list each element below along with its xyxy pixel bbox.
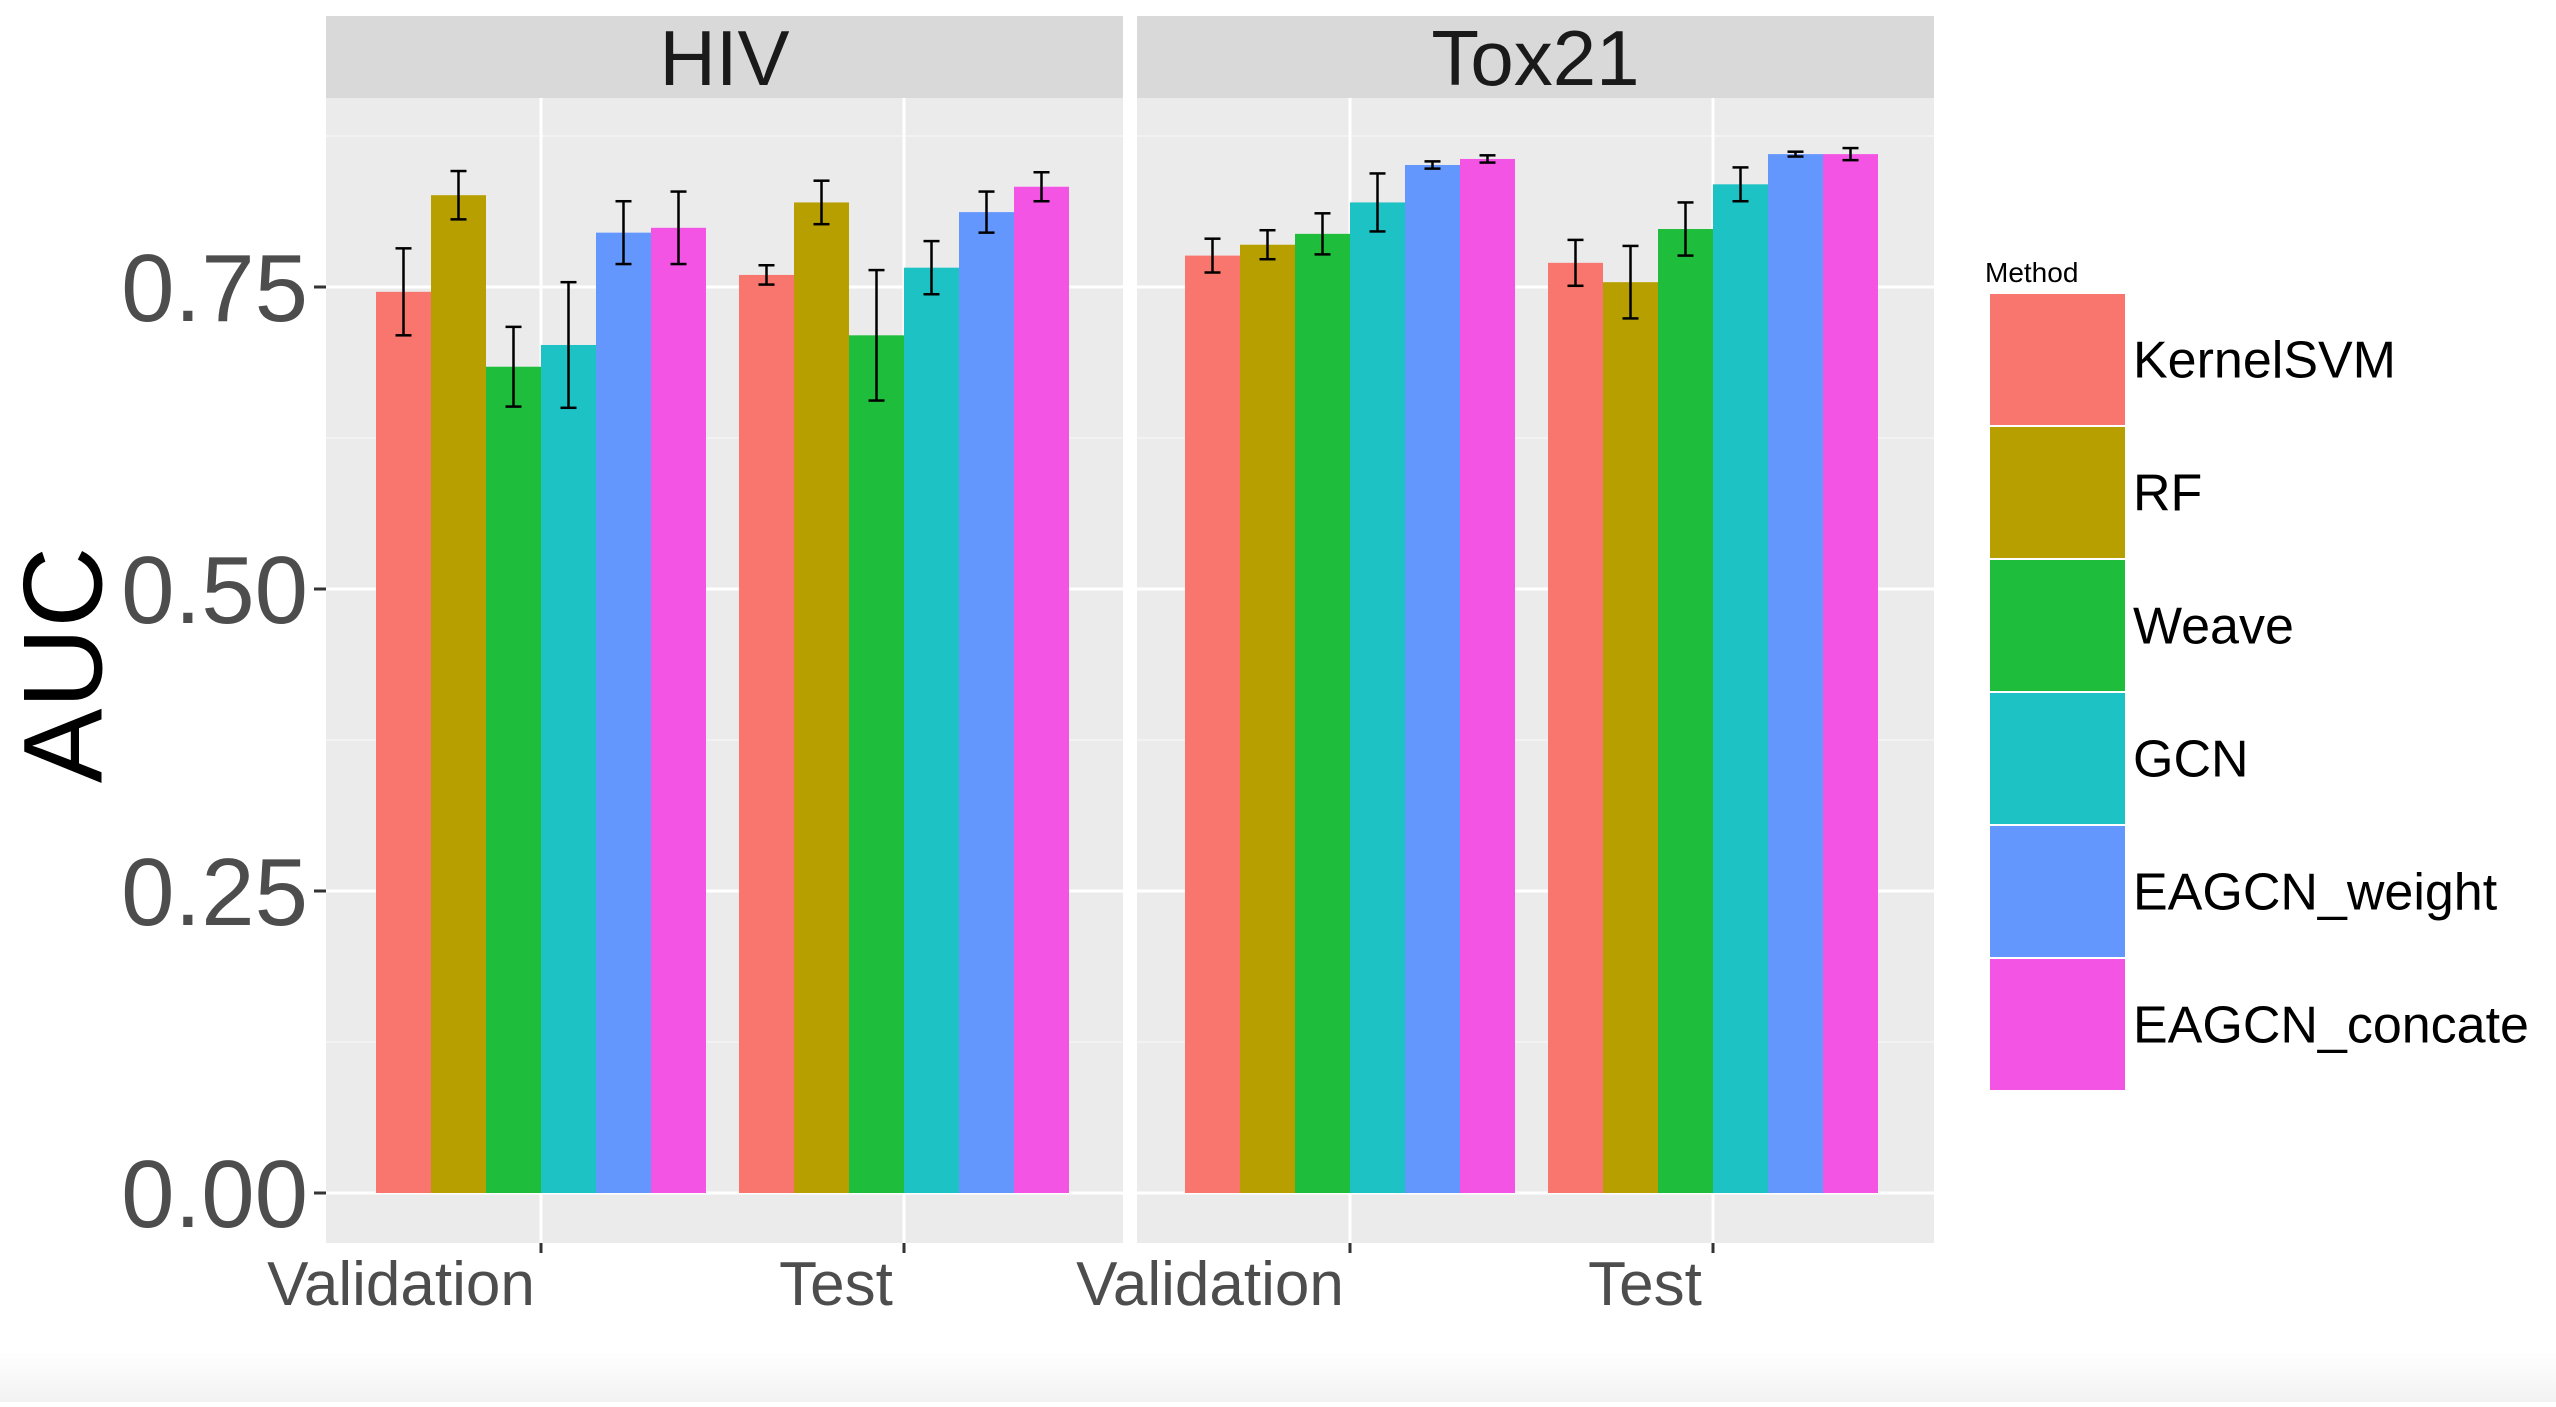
legend-item-kernelsvm: KernelSVM bbox=[1990, 294, 2396, 425]
panel-title: HIV bbox=[659, 14, 789, 102]
bar-eagcn-weight bbox=[1405, 164, 1460, 1194]
legend-title: Method bbox=[1985, 257, 2078, 288]
legend-swatch bbox=[1990, 959, 2125, 1090]
x-tick-label: Test bbox=[1588, 1250, 1702, 1319]
legend-swatch bbox=[1990, 826, 2125, 957]
bottom-shade bbox=[0, 1352, 2556, 1402]
error-bar bbox=[758, 264, 775, 286]
legend: Method KernelSVM RF Weave GCN EAGCN_weight EA… bbox=[1985, 257, 2529, 1090]
bar-rf bbox=[794, 202, 849, 1193]
error-bar bbox=[505, 325, 522, 408]
bar-eagcn-weight bbox=[1768, 154, 1823, 1193]
legend-item-rf: RF bbox=[1990, 427, 2202, 558]
error-bar bbox=[560, 280, 577, 410]
panel-tox21: Tox21 Validation Test bbox=[1076, 14, 1934, 1319]
error-bar bbox=[1204, 237, 1221, 274]
panel-strip bbox=[1137, 16, 1934, 98]
legend-swatch bbox=[1990, 294, 2125, 425]
bar-gcn bbox=[1713, 184, 1768, 1193]
legend-label: GCN bbox=[2133, 731, 2249, 789]
bar-eagcn-weight bbox=[959, 212, 1014, 1193]
error-bar bbox=[1479, 154, 1496, 164]
legend-swatch bbox=[1990, 693, 2125, 824]
legend-item-eagcn-concate: EAGCN_concate bbox=[1990, 959, 2529, 1090]
y-axis-label: AUC bbox=[1, 547, 126, 783]
legend-label: EAGCN_weight bbox=[2133, 864, 2498, 922]
panels-layer: HIV Validation Test Tox21 Validation Test bbox=[267, 14, 1934, 1319]
y-tick-label: 0.00 bbox=[121, 1141, 308, 1248]
legend-label: RF bbox=[2133, 465, 2202, 523]
error-bar bbox=[868, 268, 885, 402]
error-bar bbox=[1677, 201, 1694, 257]
legend-swatch bbox=[1990, 560, 2125, 691]
bar-group-test bbox=[739, 170, 1069, 1194]
bar-gcn bbox=[904, 267, 959, 1193]
bar-group-validation bbox=[1185, 154, 1515, 1194]
panel-strip bbox=[326, 16, 1123, 98]
y-tick-label: 0.75 bbox=[121, 235, 308, 342]
panel-title: Tox21 bbox=[1431, 14, 1639, 102]
legend-item-gcn: GCN bbox=[1990, 693, 2249, 824]
error-bar bbox=[670, 190, 687, 266]
bar-kernelsvm bbox=[1185, 255, 1240, 1194]
error-bar bbox=[978, 190, 995, 234]
panel-hiv: HIV Validation Test bbox=[267, 14, 1123, 1319]
bar-group-validation bbox=[376, 169, 706, 1194]
legend-label: EAGCN_concate bbox=[2133, 997, 2529, 1055]
error-bar bbox=[395, 247, 412, 337]
y-tick-label: 0.25 bbox=[121, 839, 308, 946]
bar-weave bbox=[486, 366, 541, 1193]
y-tick-label: 0.50 bbox=[121, 537, 308, 644]
x-tick-label: Validation bbox=[1076, 1250, 1344, 1319]
bar-rf bbox=[1240, 244, 1295, 1194]
legend-item-eagcn-weight: EAGCN_weight bbox=[1990, 826, 2498, 957]
bar-eagcn-concate bbox=[1823, 154, 1878, 1193]
y-axis: 0.00 0.25 0.50 0.75 bbox=[121, 235, 326, 1248]
bar-weave bbox=[1658, 229, 1713, 1194]
bar-gcn bbox=[541, 344, 596, 1193]
error-bar bbox=[1842, 146, 1859, 162]
x-tick-label: Test bbox=[779, 1250, 893, 1319]
bar-weave bbox=[849, 335, 904, 1193]
bar-eagcn-weight bbox=[596, 232, 651, 1193]
error-bar bbox=[1314, 212, 1331, 256]
error-bar bbox=[615, 199, 632, 266]
error-bar bbox=[1033, 170, 1050, 203]
bar-weave bbox=[1295, 233, 1350, 1193]
error-bar bbox=[923, 239, 940, 296]
legend-swatch bbox=[1990, 427, 2125, 558]
error-bar bbox=[1369, 172, 1386, 233]
error-bar bbox=[1787, 150, 1804, 158]
error-bar bbox=[1567, 238, 1584, 288]
legend-label: Weave bbox=[2133, 598, 2294, 656]
bar-rf bbox=[1603, 282, 1658, 1194]
bar-group-test bbox=[1548, 146, 1878, 1194]
error-bar bbox=[1424, 160, 1441, 170]
error-bar bbox=[1732, 166, 1749, 203]
error-bar bbox=[1622, 244, 1639, 320]
bar-eagcn-concate bbox=[651, 227, 706, 1194]
error-bar bbox=[450, 169, 467, 221]
error-bar bbox=[813, 179, 830, 226]
legend-label: KernelSVM bbox=[2133, 332, 2396, 390]
bar-kernelsvm bbox=[376, 291, 431, 1193]
bar-kernelsvm bbox=[1548, 262, 1603, 1194]
x-tick-label: Validation bbox=[267, 1250, 535, 1319]
bar-gcn bbox=[1350, 202, 1405, 1193]
bar-eagcn-concate bbox=[1460, 158, 1515, 1193]
bar-rf bbox=[431, 195, 486, 1193]
bar-eagcn-concate bbox=[1014, 186, 1069, 1194]
legend-item-weave: Weave bbox=[1990, 560, 2294, 691]
error-bar bbox=[1259, 228, 1276, 261]
bar-kernelsvm bbox=[739, 274, 794, 1193]
